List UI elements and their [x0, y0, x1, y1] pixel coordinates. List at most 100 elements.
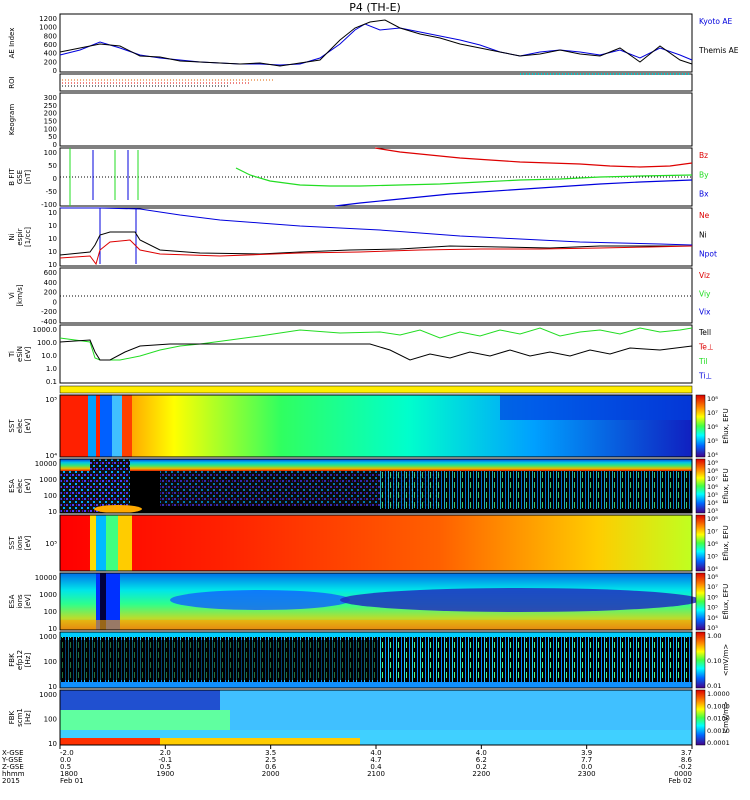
colorbar-tick: 1.00: [707, 632, 721, 640]
ytick-label: -400: [41, 318, 57, 326]
panel-ylabel: Keogram: [8, 104, 16, 135]
legend-entry: Npot: [699, 250, 717, 259]
ytick-label: 1000.0: [33, 326, 58, 334]
ytick-label: 10: [48, 683, 57, 691]
panel-esa-ions: [59, 572, 700, 631]
xaxis-tick-label: 3.5: [265, 749, 276, 757]
xaxis-row-label: 2015: [2, 777, 20, 785]
ytick-label: 400: [44, 50, 57, 58]
legend-entry: Viy: [699, 289, 711, 298]
bz-line: [374, 147, 693, 168]
legend-entry: Kyoto AE: [699, 17, 732, 26]
legend-entry: Ne: [699, 211, 710, 220]
colorbar-tick: 0.0010: [707, 727, 730, 735]
colorbar-tick: 10⁴: [707, 451, 718, 459]
xaxis-tick-label: 0.6: [265, 763, 277, 771]
xaxis-tick-label: 2.5: [265, 756, 276, 764]
colorbar-tick: 10⁵: [707, 553, 718, 561]
colorbar-tick: 10⁹: [707, 459, 718, 467]
xaxis-tick-label: 6.2: [476, 756, 487, 764]
panel-ylabel: Vi: [8, 292, 16, 299]
colorbar-label: Eflux, EFU: [722, 525, 730, 560]
panel-ylabel: B FIT: [8, 168, 16, 186]
ytick-label: 1000: [39, 591, 57, 599]
panel-ni: [59, 207, 693, 267]
xaxis-tick-label: 1900: [156, 770, 174, 778]
xaxis-tick-label: 4.0: [476, 749, 487, 757]
panel-ylabel: [eV]: [24, 418, 32, 433]
xaxis-tick-label: 1800: [60, 770, 78, 778]
legend-entry: Ni: [699, 230, 707, 239]
panel-ylabel: ions: [16, 594, 24, 609]
xaxis-tick-label: Feb 02: [668, 777, 692, 785]
ytick-label: 1.0: [46, 365, 57, 373]
ytick-label: 10: [48, 222, 57, 230]
panel-fbk-scm: [59, 689, 693, 746]
colorbar-tick: 1.0000: [707, 690, 730, 698]
panel-esa-elec: [59, 458, 693, 514]
panel-ylabel: [eV]: [24, 594, 32, 609]
xaxis-tick-label: 3.9: [581, 749, 592, 757]
colorbar-tick: 10⁸: [707, 395, 718, 403]
ytick-label: 10000: [35, 460, 57, 468]
ytick-label: 100.0: [37, 339, 57, 347]
colorbar-tick: 10⁵: [707, 604, 718, 612]
legend-entry: Themis AE: [698, 46, 739, 55]
panel-ylabel: SST: [8, 536, 16, 550]
xaxis-row-label: hhmm: [2, 770, 25, 778]
ytick-label: 0: [53, 298, 57, 306]
ytick-label: 100: [44, 149, 57, 157]
colorbar-tick: 0.10: [707, 657, 721, 665]
panel-ylabel: [eV]: [24, 535, 32, 550]
legend-entry: Bz: [699, 151, 708, 160]
legend-entry: Viz: [699, 271, 710, 280]
xaxis-row-label: X-GSE: [2, 749, 24, 757]
ytick-label: 1000: [39, 633, 57, 641]
colorbar-tick: 10⁴: [707, 614, 718, 622]
panel-ylabel: espir: [16, 228, 24, 245]
ytick-label: 10: [48, 209, 57, 217]
colorbar-tick: 10⁶: [707, 423, 718, 431]
panel-ylabel: [eV]: [24, 478, 32, 493]
panel-roi: [59, 73, 693, 92]
xaxis-tick-label: 4.7: [370, 756, 381, 764]
xaxis-tick-label: -0.1: [158, 756, 172, 764]
colorbar-label: Eflux, EFU: [722, 468, 730, 503]
ytick-label: 100: [44, 658, 57, 666]
ytick-label: 50: [48, 162, 57, 170]
ytick-label: 1200: [39, 15, 57, 23]
xaxis-tick-label: 0.0: [60, 756, 71, 764]
panel-ylabel: [Hz]: [24, 710, 32, 725]
xaxis-tick-label: 2000: [262, 770, 280, 778]
themis-ae-line: [59, 19, 693, 67]
panel-ylabel: Ni: [8, 233, 16, 240]
legend-entry: Bx: [699, 190, 709, 199]
xaxis-tick-label: 2300: [578, 770, 596, 778]
xaxis-tick-label: 0.5: [60, 763, 71, 771]
ytick-label: 600: [44, 41, 57, 49]
ytick-label: 0: [53, 141, 57, 149]
panel-ylabel: FBK: [8, 653, 16, 667]
colorbar-tick: 10³: [707, 624, 718, 632]
ytick-label: 1000: [39, 24, 57, 32]
panel-ylabel: ions: [16, 535, 24, 550]
ytick-label: 10000: [35, 574, 57, 582]
panel-ylabel: eSiN: [16, 346, 24, 362]
ytick-label: 1000: [39, 476, 57, 484]
xaxis-tick-label: 2200: [472, 770, 490, 778]
xaxis-tick-label: 0.0: [581, 763, 592, 771]
npot-line: [60, 207, 693, 246]
xaxis-tick-label: 2100: [367, 770, 385, 778]
panel-ylabel: elec: [16, 479, 24, 494]
xaxis-tick-label: 0.5: [160, 763, 171, 771]
legend-entry: Vix: [699, 308, 711, 317]
ytick-label: 10⁵: [45, 540, 57, 548]
ytick-label: 100: [44, 608, 57, 616]
ne-line: [59, 239, 693, 266]
colorbar-tick: 10⁸: [707, 515, 718, 523]
xaxis-tick-label: 0.4: [370, 763, 382, 771]
bx-line: [334, 179, 693, 207]
panel-ylabel: ESA: [8, 479, 16, 493]
ytick-label: -50: [46, 188, 57, 196]
ytick-label: 10.0: [41, 352, 57, 360]
